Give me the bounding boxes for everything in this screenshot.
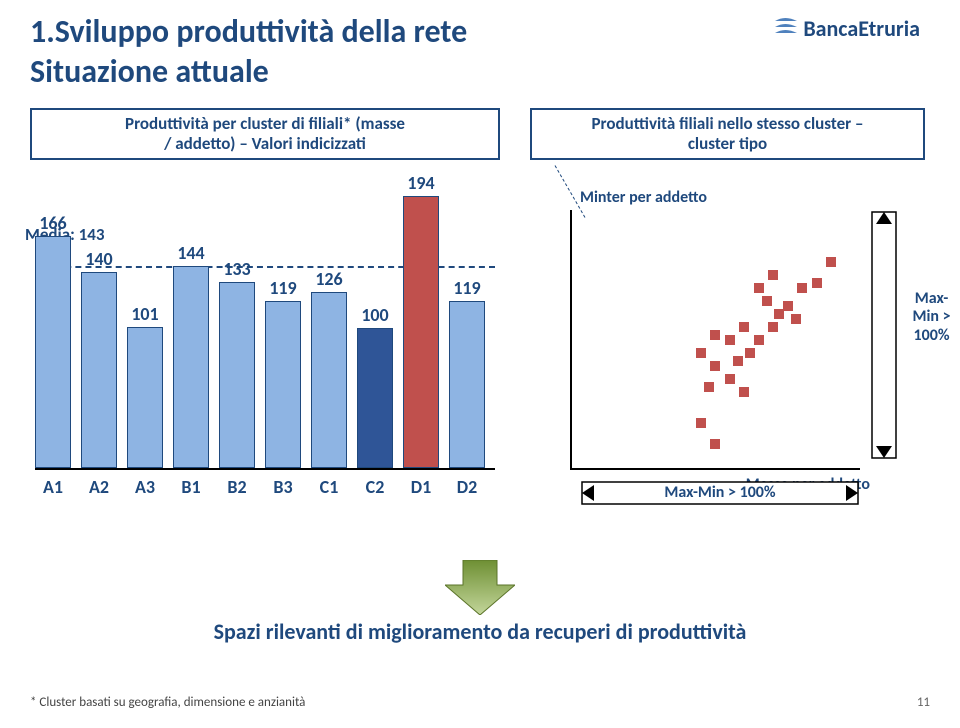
slide-root: 1.Sviluppo produttività della rete Situa… (0, 0, 960, 728)
scatter-point (725, 374, 735, 384)
scatter-x-axis (570, 468, 860, 470)
scatter-point (768, 270, 778, 280)
bar-A2 (81, 272, 117, 468)
scatter-point (826, 257, 836, 267)
scatter-point (696, 418, 706, 428)
scatter-point (768, 322, 778, 332)
scatter-point (696, 348, 706, 358)
bar-value-A2: 140 (79, 248, 119, 270)
bar-value-D2: 119 (447, 277, 487, 299)
logo-text: BancaEtruria (803, 15, 920, 42)
scatter-point (754, 335, 764, 345)
scatter-point (745, 348, 755, 358)
bar-category-A2: A2 (79, 476, 119, 498)
bar-B2 (219, 282, 255, 468)
bar-value-C2: 100 (355, 304, 395, 326)
scatter-y-bracket-label: Max- Min > 100% (904, 290, 959, 345)
arrow-down-icon (445, 560, 515, 615)
right-chart-header-l1: Produttività filiali nello stesso cluste… (591, 114, 863, 134)
bar-C2 (357, 328, 393, 468)
bar-A3 (127, 327, 163, 468)
bar-B3 (265, 301, 301, 468)
scatter-point (710, 439, 720, 449)
y-bracket-l3: 100% (904, 327, 959, 345)
scatter-y-axis (570, 210, 572, 470)
scatter-point (797, 283, 807, 293)
bar-category-D1: D1 (401, 476, 441, 498)
bar-value-A3: 101 (125, 303, 165, 325)
bar-value-B2: 133 (217, 258, 257, 280)
logo: BancaEtruria (773, 15, 920, 42)
scatter-title: Minter per addetto (580, 188, 707, 207)
bar-value-A1: 166 (33, 212, 73, 234)
scatter-point (791, 314, 801, 324)
bar-value-B3: 119 (263, 277, 303, 299)
bar-value-D1: 194 (401, 172, 441, 194)
bar-C1 (311, 292, 347, 468)
left-chart-header-l1: Produttività per cluster di filiali* (ma… (125, 114, 405, 134)
bar-category-B2: B2 (217, 476, 257, 498)
bar-category-B3: B3 (263, 476, 303, 498)
bar-category-D2: D2 (447, 476, 487, 498)
y-bracket-l1: Max- (904, 290, 959, 308)
bar-B1 (173, 266, 209, 468)
bar-category-C1: C1 (309, 476, 349, 498)
y-bracket-l2: Min > (904, 308, 959, 326)
bar-category-C2: C2 (355, 476, 395, 498)
bottom-takeaway: Spazi rilevanti di miglioramento da recu… (0, 618, 960, 645)
bar-value-B1: 144 (171, 242, 211, 264)
bar-value-C1: 126 (309, 268, 349, 290)
scatter-point (762, 296, 772, 306)
left-chart-header-l2: / addetto) – Valori indicizzati (164, 134, 366, 154)
logo-mark-icon (773, 15, 799, 42)
bar-category-A3: A3 (125, 476, 165, 498)
scatter-point (754, 283, 764, 293)
scatter-point (710, 361, 720, 371)
scatter-point (739, 387, 749, 397)
page-title-line2: Situazione attuale (30, 52, 269, 91)
bar-D2 (449, 301, 485, 468)
scatter-point (812, 278, 822, 288)
scatter-point (710, 330, 720, 340)
page-number: 11 (917, 695, 930, 710)
scatter-point (733, 356, 743, 366)
page-title-line1: 1.Sviluppo produttività della rete (30, 12, 467, 51)
right-chart-header-l2: cluster tipo (688, 134, 767, 154)
bar-chart: 166 A1 140 A2 101 A3 144 B1 133 B2 119 B3 126 C1 100 C2… (35, 190, 495, 510)
bar-D1 (403, 196, 439, 468)
scatter-point (704, 382, 714, 392)
bar-category-A1: A1 (33, 476, 73, 498)
bar-category-B1: B1 (171, 476, 211, 498)
scatter-point (739, 322, 749, 332)
right-chart-header: Produttività filiali nello stesso cluste… (530, 108, 925, 160)
bar-chart-x-axis (35, 468, 495, 470)
scatter-point (783, 301, 793, 311)
scatter-y-bracket (870, 210, 900, 460)
footnote: * Cluster basati su geografia, dimension… (30, 695, 305, 710)
left-chart-header: Produttività per cluster di filiali* (ma… (30, 108, 500, 160)
bar-A1 (35, 236, 71, 468)
scatter-chart: Minter per addetto Masse per addetto (570, 200, 860, 500)
scatter-point (725, 335, 735, 345)
scatter-x-bracket-label: Max-Min > 100% (640, 483, 800, 502)
